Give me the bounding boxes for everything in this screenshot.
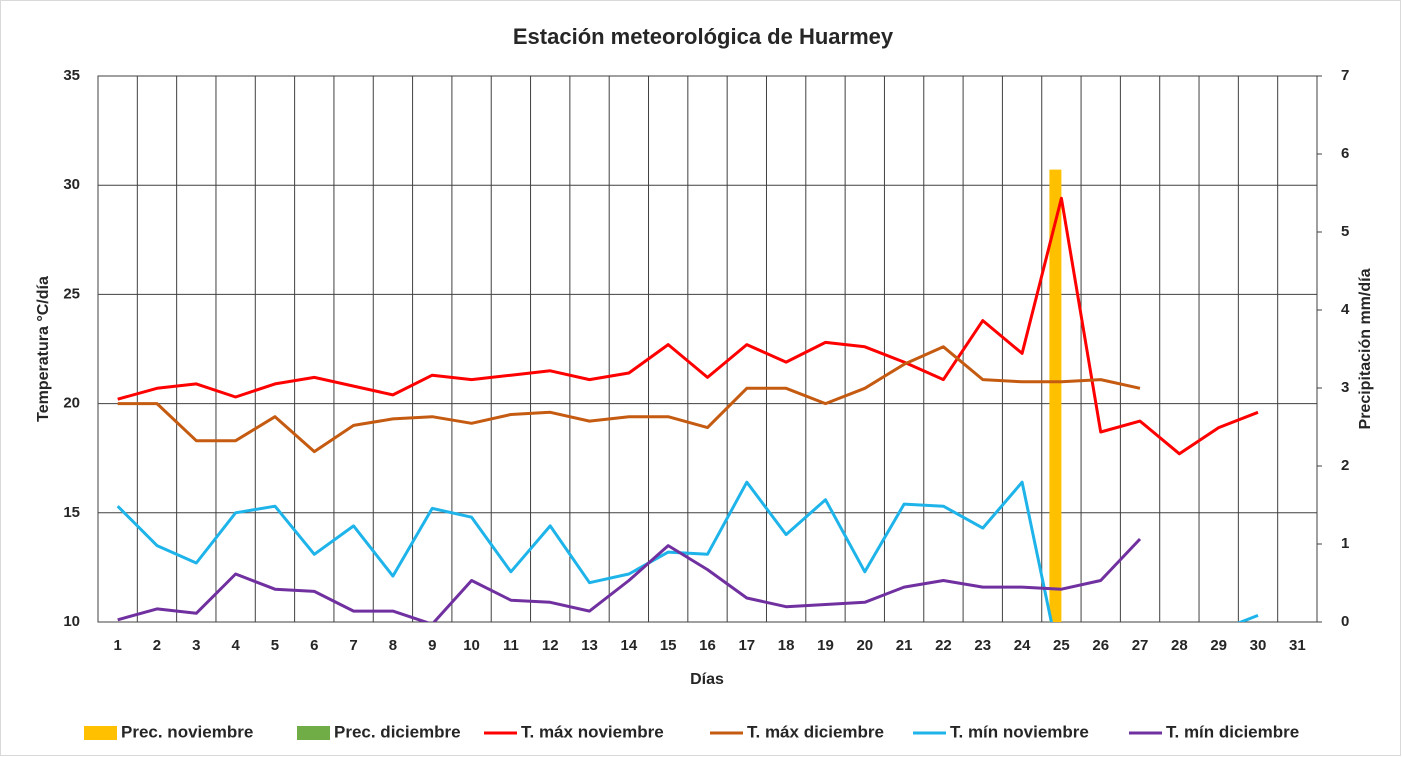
y-tick-label: 35	[63, 67, 80, 84]
y2-tick-label: 2	[1341, 457, 1349, 474]
x-tick-label: 11	[503, 637, 519, 654]
x-tick-label: 21	[896, 637, 913, 654]
x-tick-label: 2	[153, 637, 161, 654]
y-tick-label: 20	[63, 395, 80, 412]
x-tick-label: 6	[310, 637, 318, 654]
x-tick-label: 15	[660, 637, 677, 654]
x-tick-label: 5	[271, 637, 279, 654]
x-tick-label: 17	[738, 637, 755, 654]
x-tick-label: 18	[778, 637, 795, 654]
x-tick-label: 26	[1092, 637, 1109, 654]
x-tick-label: 1	[113, 637, 121, 654]
x-tick-label: 13	[581, 637, 598, 654]
x-tick-label: 12	[542, 637, 559, 654]
x-tick-label: 22	[935, 637, 952, 654]
y2-tick-label: 4	[1341, 301, 1350, 318]
y2-tick-label: 7	[1341, 67, 1349, 84]
legend-label: T. máx diciembre	[747, 722, 884, 741]
line-series	[116, 480, 1259, 622]
legend-label: Prec. diciembre	[334, 722, 461, 741]
x-tick-label: 14	[621, 637, 638, 654]
y-tick-label: 30	[63, 176, 80, 193]
x-tick-label: 16	[699, 637, 716, 654]
plot-frame	[97, 75, 1318, 623]
line-series	[117, 537, 1142, 622]
line-series	[117, 345, 1141, 454]
x-tick-label: 4	[231, 637, 240, 654]
legend-swatch	[297, 726, 330, 740]
x-tick-label: 29	[1210, 637, 1227, 654]
x-tick-label: 9	[428, 637, 436, 654]
y2-tick-label: 6	[1341, 145, 1349, 162]
x-tick-label: 23	[974, 637, 991, 654]
legend-label: T. máx noviembre	[521, 722, 664, 741]
y2-tick-label: 1	[1341, 535, 1349, 552]
y2-tick-label: 3	[1341, 379, 1349, 396]
line-series	[117, 196, 1259, 456]
x-tick-label: 19	[817, 637, 834, 654]
x-tick-label: 28	[1171, 637, 1188, 654]
legend: Prec. noviembre Prec. diciembre T. máx nov…	[84, 722, 1299, 741]
y2-tick-label: 0	[1341, 613, 1349, 630]
x-tick-label: 27	[1132, 637, 1149, 654]
legend-swatch	[84, 726, 117, 740]
y-axis-title: Temperatura °C/día	[35, 276, 52, 422]
x-tick-label: 20	[856, 637, 873, 654]
y-tick-label: 10	[63, 613, 80, 630]
y2-axis-title: Precipitación mm/día	[1357, 268, 1374, 429]
plot-area	[116, 169, 1259, 622]
x-tick-label: 25	[1053, 637, 1070, 654]
legend-label: Prec. noviembre	[121, 722, 253, 741]
y2-tick-label: 5	[1341, 223, 1349, 240]
x-tick-label: 3	[192, 637, 200, 654]
x-tick-label: 31	[1289, 637, 1306, 654]
x-tick-label: 30	[1250, 637, 1267, 654]
x-tick-label: 24	[1014, 637, 1031, 654]
bar	[1049, 169, 1062, 622]
x-axis-title: Días	[690, 671, 724, 688]
y-tick-label: 15	[63, 504, 80, 521]
legend-label: T. mín diciembre	[1166, 722, 1299, 741]
y-tick-label: 25	[63, 285, 80, 302]
x-tick-label: 8	[389, 637, 397, 654]
legend-label: T. mín noviembre	[950, 722, 1089, 741]
x-tick-label: 7	[349, 637, 357, 654]
x-tick-label: 10	[463, 637, 480, 654]
chart-title: Estación meteorológica de Huarmey	[513, 24, 894, 49]
